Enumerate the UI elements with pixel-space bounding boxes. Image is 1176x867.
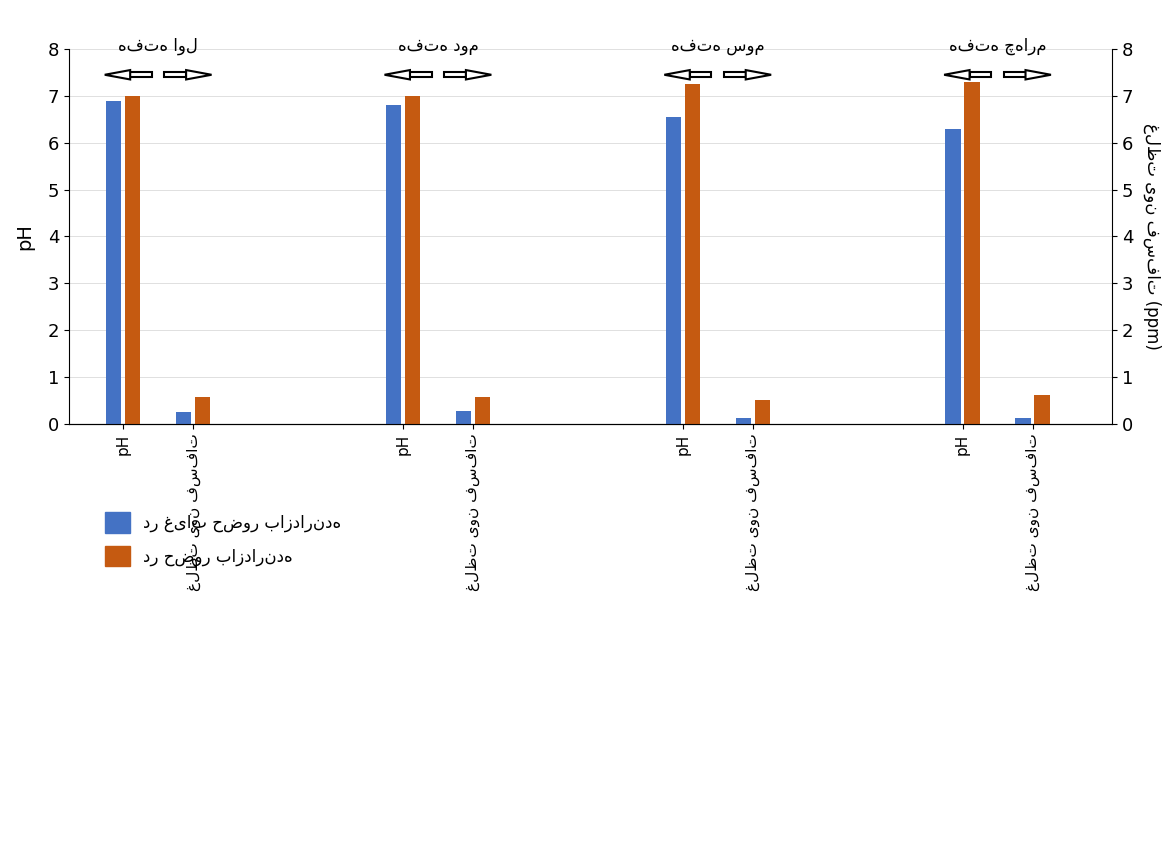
Polygon shape [944, 70, 969, 80]
Bar [964, 81, 980, 424]
Text: هفته اول: هفته اول [119, 36, 198, 55]
Bar [946, 128, 961, 424]
Bar [1015, 418, 1030, 424]
Bar [165, 72, 186, 77]
Bar [456, 411, 472, 424]
Polygon shape [746, 70, 771, 80]
Bar [666, 117, 681, 424]
Bar [724, 72, 746, 77]
Bar [405, 96, 420, 424]
Bar [684, 84, 700, 424]
Bar [410, 72, 432, 77]
Y-axis label: pH: pH [15, 223, 34, 250]
Text: هفته سوم: هفته سوم [670, 36, 764, 55]
Bar [176, 412, 192, 424]
Bar [386, 105, 401, 424]
Polygon shape [105, 70, 131, 80]
Text: هفته چهارم: هفته چهارم [949, 36, 1047, 55]
Bar [1004, 72, 1025, 77]
Bar [125, 96, 140, 424]
Text: هفته دوم: هفته دوم [397, 36, 479, 55]
Bar [195, 397, 211, 424]
Bar [735, 418, 750, 424]
Bar [969, 72, 991, 77]
Bar [1035, 394, 1050, 424]
Polygon shape [664, 70, 690, 80]
Bar [131, 72, 152, 77]
Bar [445, 72, 466, 77]
Bar [106, 101, 121, 424]
Bar [755, 401, 770, 424]
Polygon shape [186, 70, 212, 80]
Polygon shape [466, 70, 492, 80]
Bar [475, 397, 490, 424]
Polygon shape [1025, 70, 1051, 80]
Bar [690, 72, 711, 77]
Legend: در غیاب حضور بازدارنده, در حضور بازدارنده: در غیاب حضور بازدارنده, در حضور بازدارند… [99, 505, 348, 573]
Y-axis label: غلظت یون فسفات (ppm): غلظت یون فسفات (ppm) [1143, 123, 1161, 350]
Polygon shape [385, 70, 410, 80]
